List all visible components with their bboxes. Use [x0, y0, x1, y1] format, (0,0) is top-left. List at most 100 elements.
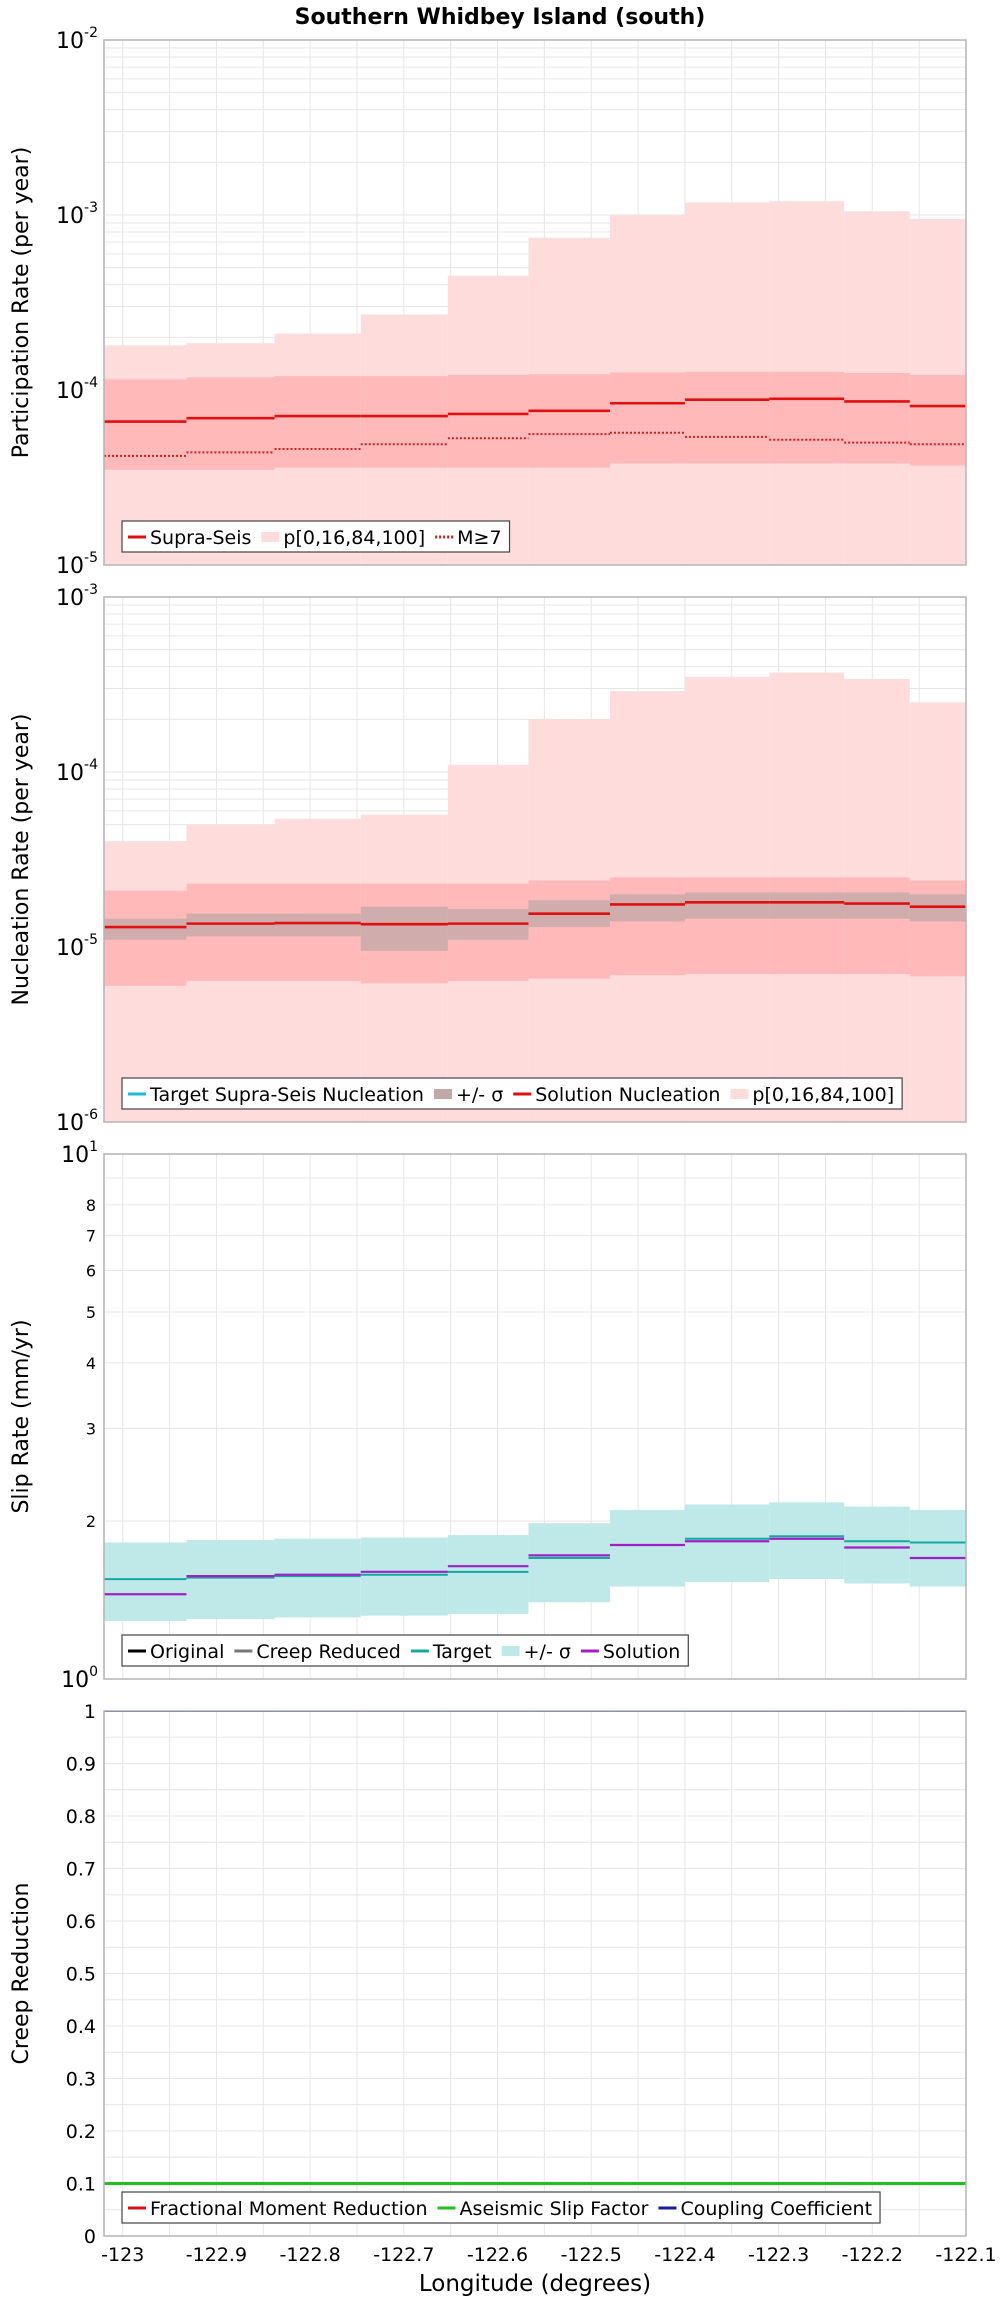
- legend-item: Solution Nucleation: [513, 1084, 720, 1106]
- band-segment: [274, 1538, 361, 1618]
- y-tick-base: 10: [56, 586, 84, 611]
- y-tick-exponent: -4: [84, 375, 98, 391]
- y-tick-base: 10: [56, 554, 84, 579]
- y-tick-base: 10: [56, 204, 84, 229]
- band-segment: [684, 1504, 770, 1583]
- band-segment: [909, 374, 966, 466]
- y-tick-base: 10: [56, 29, 84, 54]
- series--: [104, 1502, 966, 1621]
- band-segment: [844, 892, 910, 919]
- y-tick-base: 10: [61, 1143, 89, 1168]
- y-tick-base: 10: [56, 761, 84, 786]
- legend-item: Target Supra-Seis Nucleation: [128, 1084, 424, 1106]
- legend-item: Creep Reduced: [234, 1641, 401, 1663]
- legend-label: M≥7: [457, 527, 501, 549]
- legend-label: Target: [432, 1641, 492, 1663]
- band-segment: [528, 1523, 610, 1603]
- y-tick-exponent: -3: [84, 582, 98, 598]
- y-tick-label: 10-3: [56, 200, 98, 229]
- x-tick-label: -122.6: [467, 2244, 528, 2266]
- legend: Fractional Moment Reduction Aseismic Slip…: [121, 2191, 881, 2224]
- y-tick-label: 0.2: [66, 2121, 96, 2143]
- band-segment: [684, 371, 770, 464]
- y-tick-exponent: -3: [84, 200, 98, 216]
- legend-label: Supra-Seis: [150, 527, 251, 549]
- band-segment: [844, 373, 910, 464]
- band-segment: [528, 374, 610, 468]
- band-segment: [447, 374, 529, 468]
- band-segment: [684, 892, 770, 919]
- y-tick-label: 10-3: [56, 582, 98, 611]
- band-segment: [844, 1506, 910, 1584]
- y-minor-tick-label: 2: [86, 1512, 96, 1531]
- band-segment: [528, 880, 610, 979]
- y-tick-exponent: -6: [84, 1107, 98, 1123]
- chart-title: Southern Whidbey Island (south): [295, 5, 706, 30]
- band-segment: [609, 877, 685, 976]
- y-tick-label: 10-4: [56, 757, 98, 786]
- y-tick-label: 100: [61, 1664, 98, 1693]
- series-p-0-16-84-100-inner: [104, 371, 966, 470]
- x-tick-label: -122.3: [748, 2244, 809, 2266]
- band-segment: [609, 894, 685, 922]
- y-tick-label: 10-6: [56, 1107, 98, 1136]
- series-m-7: [104, 431, 966, 457]
- y-minor-tick-label: 8: [86, 1196, 96, 1215]
- y-tick-label: 0.3: [66, 2069, 96, 2091]
- legend-item: Aseismic Slip Factor: [437, 2198, 649, 2220]
- band-segment: [360, 906, 448, 951]
- legend-item: p[0,16,84,100]: [730, 1084, 894, 1106]
- band-segment: [609, 1509, 685, 1587]
- y-tick-label: 10-5: [56, 550, 98, 579]
- y-minor-tick-label: 7: [86, 1226, 96, 1245]
- y-tick-exponent: -4: [84, 757, 98, 773]
- x-tick-labels: -123 -122.9 -122.8 -122.7 -122.6 -122.5 -122.4…: [101, 2244, 996, 2266]
- y-tick-base: 10: [56, 1111, 84, 1136]
- legend-item: Coupling Coefficient: [658, 2198, 872, 2220]
- legend-box: [121, 1077, 903, 1110]
- plot-frame: [103, 1710, 967, 2237]
- band-segment: [104, 379, 187, 470]
- y-tick-label: 0: [84, 2226, 96, 2248]
- band-segment: [769, 877, 845, 975]
- legend-label: Fractional Moment Reduction: [150, 2198, 428, 2220]
- y-tick-label: 0.6: [66, 1911, 96, 1933]
- y-tick-label: 0.9: [66, 1754, 96, 1776]
- legend-item: p[0,16,84,100]: [261, 527, 425, 549]
- grid: [104, 1710, 967, 2237]
- plot-frame: [103, 596, 967, 1123]
- legend: Supra-Seis p[0,16,84,100] M≥7: [121, 520, 511, 553]
- y-axis-label: Participation Rate (per year): [9, 147, 34, 459]
- x-tick-label: -123: [101, 2244, 144, 2266]
- legend-label: +/- σ: [456, 1084, 503, 1106]
- legend-label: Coupling Coefficient: [680, 2198, 872, 2220]
- band-segment: [769, 371, 845, 464]
- y-tick-exponent: 1: [89, 1139, 98, 1155]
- band-segment: [274, 913, 361, 937]
- plot-area: [104, 1502, 966, 1621]
- band-segment: [104, 918, 187, 940]
- band-segment: [684, 877, 770, 975]
- y-minor-tick-label: 4: [86, 1354, 96, 1373]
- y-tick-label: 1: [84, 1701, 96, 1723]
- y-tick-base: 10: [56, 936, 84, 961]
- y-tick-labels: 10-510-410-310-2: [56, 25, 98, 579]
- y-tick-exponent: 0: [89, 1664, 98, 1680]
- legend-item: Target: [410, 1641, 492, 1663]
- plot-frame: [103, 1153, 967, 1680]
- y-tick-base: 10: [61, 1668, 89, 1693]
- y-axis-label: Nucleation Rate (per year): [9, 714, 34, 1006]
- y-tick-exponent: -5: [84, 550, 98, 566]
- x-tick-label: -122.4: [654, 2244, 715, 2266]
- band-segment: [844, 877, 910, 975]
- legend-item: Solution: [580, 1641, 680, 1663]
- x-tick-label: -122.5: [561, 2244, 622, 2266]
- series-solution-nucleation: [104, 901, 966, 929]
- legend-item: +/- σ: [433, 1084, 503, 1106]
- band-segment: [104, 1542, 187, 1621]
- y-tick-base: 10: [56, 379, 84, 404]
- legend-label: Solution: [603, 1641, 680, 1663]
